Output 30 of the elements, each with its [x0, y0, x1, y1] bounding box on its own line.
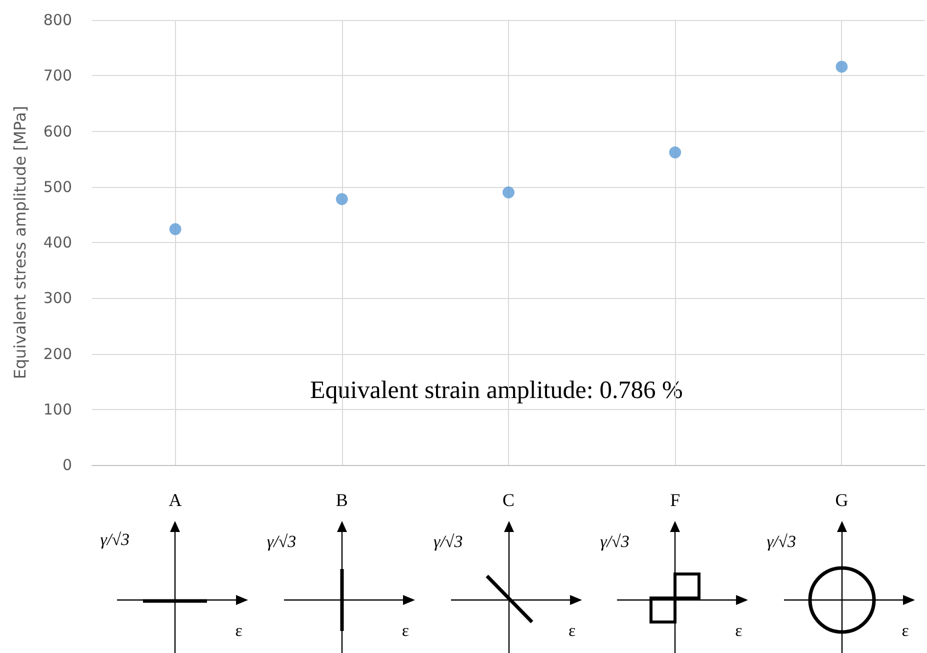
point — [169, 223, 182, 236]
text: ε — [235, 621, 242, 640]
y-tick-label: 700 — [43, 66, 72, 85]
text: γ/√3 — [100, 530, 130, 549]
x-tick-label: G — [835, 490, 848, 510]
text: γ/√3 — [266, 532, 296, 551]
y-tick-label: 300 — [43, 289, 72, 308]
text: γ/√3 — [766, 532, 796, 551]
point — [669, 146, 682, 158]
text: ε — [735, 621, 742, 640]
x-tick-label: C — [502, 490, 515, 510]
y-tick-label: 500 — [43, 178, 72, 196]
y-tick-label: 600 — [43, 122, 72, 140]
text: γ/√3 — [434, 532, 463, 551]
y-tick-label: 100 — [43, 400, 72, 418]
x-tick-label: A — [168, 490, 182, 510]
x-tick-label: F — [670, 490, 680, 510]
x-tick-label: B — [336, 490, 348, 510]
y-axis-title: Equivalent stress amplitude [MPa] — [10, 106, 30, 380]
point — [336, 193, 348, 206]
text: ε — [902, 621, 909, 640]
y-tick-label: 800 — [43, 11, 72, 29]
text: γ/√3 — [600, 532, 630, 551]
y-tick-label: 400 — [43, 234, 72, 252]
y-tick-label: 0 — [62, 456, 72, 474]
text: ε — [568, 621, 576, 640]
text: ε — [402, 621, 410, 640]
point — [502, 186, 514, 198]
point — [836, 60, 848, 73]
y-tick-label: 200 — [43, 344, 72, 363]
